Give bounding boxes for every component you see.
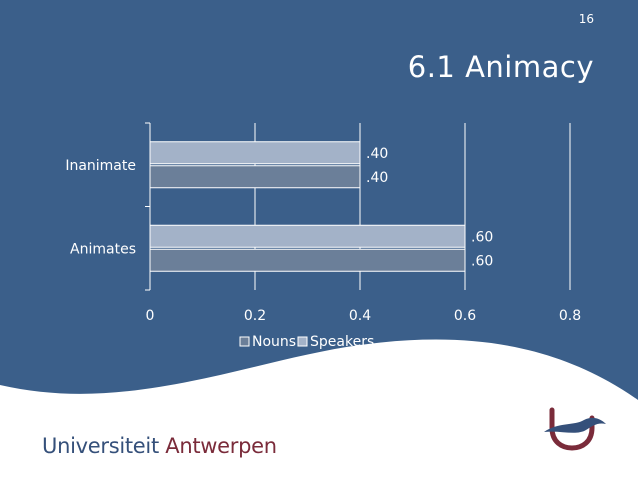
bar-nouns (149, 248, 466, 272)
bar-chart: 0 0.2 0.4 0.6 0.8 Animates .60 .60 Inanimate .40.… (65, 141, 581, 350)
logo-u-shape-icon (549, 407, 595, 451)
x-tick-label: 0.6 (454, 308, 476, 324)
legend-swatch (297, 336, 308, 347)
y-category-label: Animates (70, 241, 136, 257)
y-category-label: Inanimate (65, 158, 136, 174)
university-logo-text: Universiteit Antwerpen (42, 434, 277, 458)
logo-word-antwerpen: Antwerpen (165, 434, 277, 458)
data-label-speakers: .40 (366, 146, 388, 162)
x-tick-label: 0 (146, 308, 155, 324)
bar-nouns (149, 165, 361, 189)
blue-wave-background (0, 0, 638, 400)
logo-wave-icon (544, 417, 606, 433)
x-tick-label: 0.2 (244, 308, 266, 324)
data-label-nouns: .40 (366, 170, 388, 186)
bar-speakers (149, 224, 466, 248)
data-label-nouns: .60 (471, 253, 493, 269)
legend-swatch (239, 336, 250, 347)
logo-word-universiteit: Universiteit (42, 434, 159, 458)
page-title: 6.1 Animacy (407, 50, 594, 84)
x-tick-label: 0.8 (559, 308, 581, 324)
data-label-speakers: .60 (471, 229, 493, 245)
x-tick-label: 0.4 (349, 308, 371, 324)
page-number: 16 (578, 12, 594, 26)
bar-speakers (149, 141, 361, 165)
legend-label: Nouns (252, 334, 296, 350)
university-logo-icon (544, 407, 606, 451)
legend-label: Speakers (310, 334, 374, 350)
